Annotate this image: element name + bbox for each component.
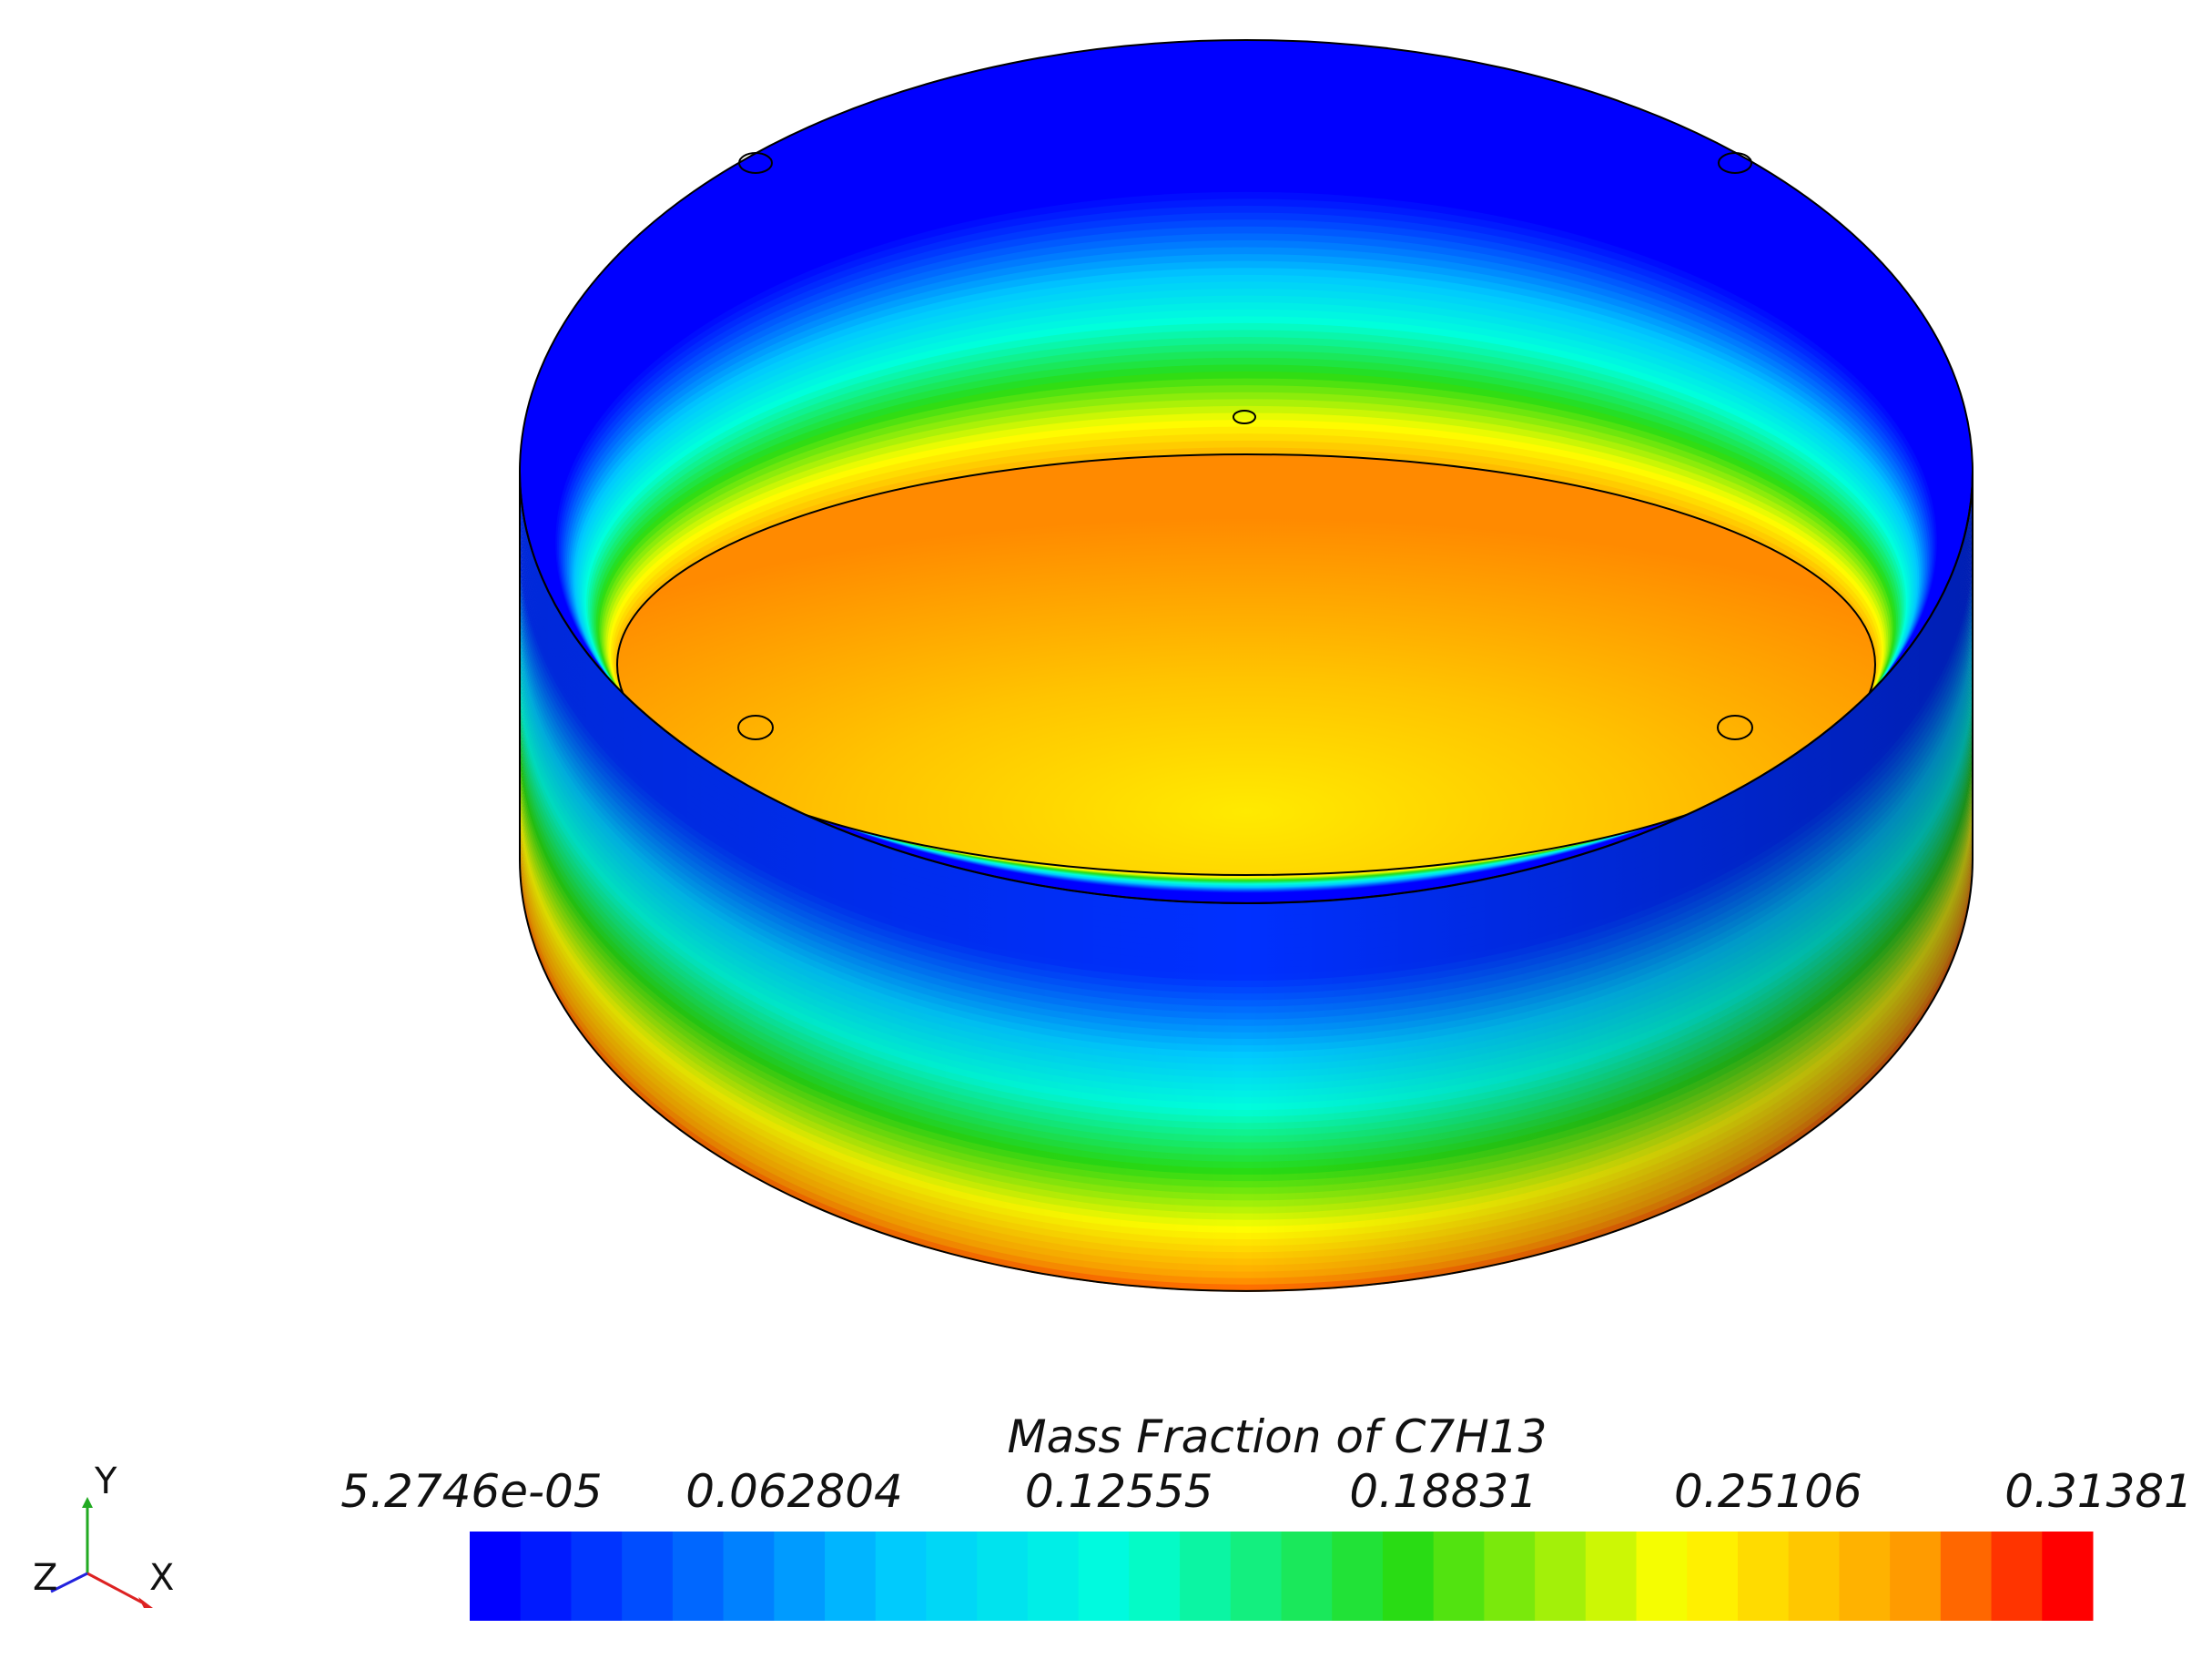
colorbar-segment [1585,1532,1638,1621]
colorbar: 5.2746e-05 0.062804 0.12555 0.18831 0.25106 0… [340,1465,2193,1621]
colorbar-segment [1991,1532,2043,1621]
colorbar-segment [672,1532,725,1621]
colorbar-segment [723,1532,775,1621]
colorbar-segment [1382,1532,1435,1621]
colorbar-segment [1281,1532,1333,1621]
colorbar-segment [1078,1532,1130,1621]
colorbar-tick-label: 0.25106 [1674,1465,1862,1518]
x-axis [86,1572,147,1606]
colorbar-segment [926,1532,978,1621]
colorbar-segment [520,1532,572,1621]
colorbar-segment [1737,1532,1790,1621]
colorbar-segment [1535,1532,1587,1621]
colorbar-title: Mass Fraction of C7H13 [1008,1410,1547,1463]
colorbar-segment [2042,1532,2094,1621]
colorbar-tick-label: 0.31381 [2004,1465,2193,1518]
port-outline [1717,715,1753,740]
colorbar-segment [774,1532,826,1621]
y-arrow [82,1497,93,1508]
colorbar-segment [1940,1532,1993,1621]
colorbar-segment [1230,1532,1282,1621]
colorbar-segment [1839,1532,1891,1621]
colorbar-segment [1433,1532,1485,1621]
port-outline [1718,152,1752,174]
colorbar-tick-label: 5.2746e-05 [340,1465,602,1518]
colorbar-segment [622,1532,674,1621]
colorbar-segment [571,1532,623,1621]
colorbar-tick-label: 0.12555 [1025,1465,1213,1518]
axis-triad: Y Z X [33,1461,174,1608]
colorbar-tick-label: 0.062804 [685,1465,903,1518]
colorbar-segment [1484,1532,1536,1621]
colorbar-segment [977,1532,1029,1621]
colorbar-segment [1890,1532,1942,1621]
port-outline [1233,410,1256,424]
colorbar-segment [825,1532,877,1621]
colorbar-segment [1027,1532,1080,1621]
x-label: X [149,1557,174,1599]
colorbar-segment [1687,1532,1739,1621]
port-outline [737,715,774,740]
colorbar-segment [1788,1532,1840,1621]
floor [616,453,1876,876]
y-label: Y [94,1461,117,1502]
colorbar-segment [1332,1532,1384,1621]
colorbar-segment [1180,1532,1232,1621]
z-label: Z [33,1557,57,1599]
colorbar-segment [875,1532,927,1621]
colorbar-segment [470,1532,522,1621]
colorbar-segment [1636,1532,1688,1621]
cylinder-model [519,39,1974,1292]
colorbar-segment [1129,1532,1181,1621]
port-outline [738,152,773,174]
colorbar-tick-label: 0.18831 [1349,1465,1537,1518]
rim [519,39,1974,904]
x-arrow [138,1597,153,1608]
z-axis [50,1572,88,1593]
